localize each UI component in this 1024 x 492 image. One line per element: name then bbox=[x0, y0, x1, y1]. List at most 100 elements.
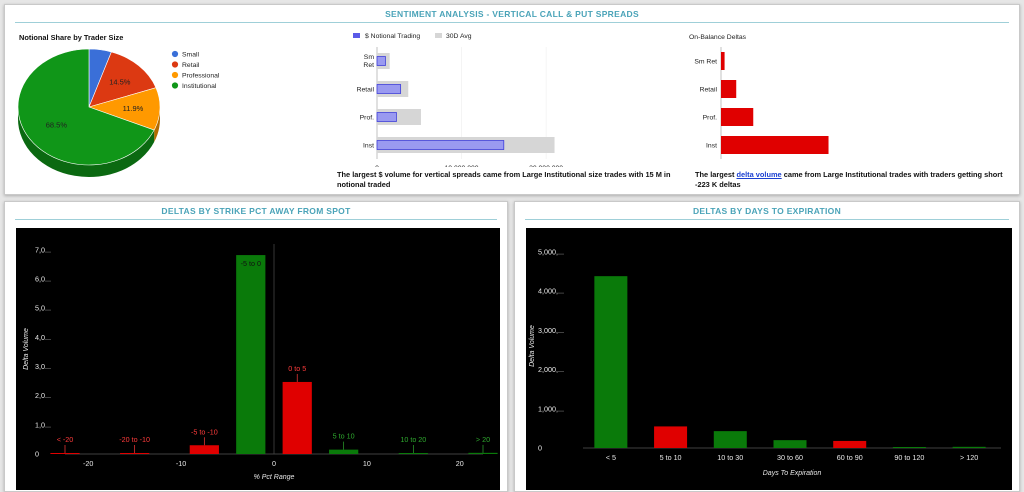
obd-title: On-Balance Deltas bbox=[689, 34, 747, 41]
notional-caption: The largest $ volume for vertical spread… bbox=[337, 170, 671, 189]
bar-data-label: < -20 bbox=[57, 435, 74, 444]
pie-side-institutional bbox=[18, 107, 155, 177]
pie-slice-label: 14.5% bbox=[109, 77, 131, 86]
strike-bar bbox=[189, 445, 219, 454]
deltas-by-expiration-chart: 0 1,000,... 2,000,... 3,000,... 4,000,... 5,0… bbox=[526, 228, 1012, 490]
pie-title: Notional Share by Trader Size bbox=[19, 33, 123, 42]
bar-data-label: 10 to 20 bbox=[400, 435, 426, 444]
y-tick-label: 5,000,... bbox=[538, 247, 564, 256]
title-divider bbox=[15, 22, 1009, 23]
x-axis-title: % Pct Range bbox=[254, 474, 295, 481]
x-axis-title: Days To Expiration bbox=[763, 470, 822, 477]
x-tick-label: 0 bbox=[272, 459, 276, 468]
bar-data-label: -20 to -10 bbox=[119, 435, 150, 444]
panel-title: DELTAS BY DAYS TO EXPIRATION bbox=[692, 206, 842, 216]
legend-marker-small bbox=[171, 50, 179, 58]
expiry-bar bbox=[952, 446, 986, 448]
expiry-bar bbox=[773, 440, 807, 448]
y-tick-label: Retail bbox=[700, 87, 718, 94]
panel-title: SENTIMENT ANALYSIS - VERTICAL CALL & PUT… bbox=[385, 9, 639, 19]
legend-label-notional: $ Notional Trading bbox=[365, 33, 420, 40]
y-tick-label: Retail bbox=[357, 87, 375, 94]
y-tick-label: 3,0... bbox=[35, 362, 51, 371]
deltas-by-strike-chart: 0 1,0... 2,0... 3,0... 4,0... 5,0... 6,0... 7,0… bbox=[16, 228, 500, 490]
x-tick-label: 10 to 30 bbox=[717, 453, 743, 462]
pie-side-professional bbox=[154, 107, 160, 143]
bar-data-label: 0 to 5 bbox=[288, 364, 306, 373]
x-tick-label: 0 bbox=[375, 165, 379, 167]
x-tick-label: < 5 bbox=[606, 453, 616, 462]
strike-bar bbox=[282, 381, 312, 454]
obd-bar bbox=[721, 80, 737, 98]
expiry-bar bbox=[892, 447, 926, 448]
x-tick-label: 30 to 60 bbox=[777, 453, 803, 462]
legend-swatch-avg bbox=[435, 33, 442, 38]
x-tick-label: 20 bbox=[456, 459, 464, 468]
obd-caption-post: came from Large Institutional trades wit… bbox=[695, 170, 1003, 189]
obd-caption-pre: The largest bbox=[695, 170, 737, 179]
y-axis-title: Delta Volume bbox=[529, 325, 536, 367]
y-tick-label: Prof. bbox=[703, 115, 717, 122]
legend-label-avg: 30D Avg bbox=[446, 33, 472, 40]
notional-bar bbox=[376, 112, 397, 122]
obd-caption: The largest delta volume came from Large… bbox=[695, 170, 1015, 190]
pie-slice-label: 11.9% bbox=[123, 104, 144, 113]
y-tick-label: 6,0... bbox=[35, 275, 51, 284]
strike-bar bbox=[120, 453, 150, 454]
y-axis-title: Delta Volume bbox=[23, 328, 30, 370]
x-tick-label: 5 to 10 bbox=[660, 453, 682, 462]
y-tick-label: 0 bbox=[538, 444, 542, 453]
y-tick-label: 2,0... bbox=[35, 391, 51, 400]
pie-slice-label: 68.5% bbox=[46, 121, 68, 130]
notional-share-pie-chart: Notional Share by Trader Size 14.5% 11.9%… bbox=[17, 33, 220, 177]
bar-data-label: > 20 bbox=[476, 435, 490, 444]
bar-data-label: -5 to -10 bbox=[191, 427, 218, 436]
y-tick-label: Sm Ret bbox=[694, 59, 717, 66]
title-divider bbox=[15, 219, 497, 220]
pie-slice-institutional bbox=[17, 48, 155, 166]
y-tick-label: 4,0... bbox=[35, 333, 51, 342]
legend-label: Professional bbox=[182, 73, 220, 80]
expiry-bar bbox=[654, 426, 688, 448]
strike-bar bbox=[50, 453, 80, 454]
legend-label: Retail bbox=[182, 62, 200, 69]
strike-panel: DELTAS BY STRIKE PCT AWAY FROM SPOT 0 1,0… bbox=[4, 201, 508, 492]
obd-bar bbox=[721, 108, 754, 126]
sentiment-panel: SENTIMENT ANALYSIS - VERTICAL CALL & PUT… bbox=[4, 4, 1020, 195]
y-tick-label: 3,000,... bbox=[538, 326, 564, 335]
y-tick-label: 1,0... bbox=[35, 420, 51, 429]
expiry-bar bbox=[713, 431, 747, 448]
x-tick-label: -10 bbox=[176, 459, 186, 468]
expiry-bar bbox=[833, 440, 867, 448]
bar-data-label: 5 to 10 bbox=[333, 432, 355, 441]
x-tick-label: > 120 bbox=[960, 453, 978, 462]
y-tick-label: 5,0... bbox=[35, 304, 51, 313]
legend-marker-professional bbox=[171, 71, 179, 79]
delta-volume-link[interactable]: delta volume bbox=[736, 170, 782, 179]
x-tick-label: 10,000,000 bbox=[445, 165, 479, 167]
pie-slice-retail bbox=[88, 51, 157, 108]
y-tick-label: Inst bbox=[706, 143, 717, 150]
legend-label: Small bbox=[182, 52, 199, 59]
legend-label: Institutional bbox=[182, 83, 217, 90]
legend-marker-institutional bbox=[171, 82, 179, 89]
y-tick-label: Prof. bbox=[360, 115, 374, 122]
notional-bar bbox=[376, 56, 386, 66]
legend-swatch-notional bbox=[353, 33, 360, 38]
y-tick-label: 2,000,... bbox=[538, 365, 564, 374]
x-tick-label: 20,000,000 bbox=[529, 165, 563, 167]
expiry-bar bbox=[594, 276, 628, 448]
strike-bar bbox=[236, 255, 266, 454]
notional-trading-bar-chart: $ Notional Trading 30D Avg 0 10,000,000 20,0… bbox=[353, 33, 563, 167]
title-divider bbox=[525, 219, 1009, 220]
expiry-panel: DELTAS BY DAYS TO EXPIRATION 0 1,000,... 2… bbox=[514, 201, 1020, 492]
obd-bar bbox=[721, 136, 829, 154]
strike-bar bbox=[468, 452, 498, 454]
strike-bar bbox=[329, 449, 359, 454]
y-tick-label: Sm bbox=[364, 54, 375, 61]
y-tick-label: Inst bbox=[363, 143, 374, 150]
strike-bar bbox=[398, 453, 428, 454]
on-balance-deltas-chart: On-Balance Deltas Sm Ret Retail Prof. Inst bbox=[689, 34, 829, 159]
obd-bar bbox=[721, 52, 725, 70]
x-tick-label: -20 bbox=[83, 459, 93, 468]
